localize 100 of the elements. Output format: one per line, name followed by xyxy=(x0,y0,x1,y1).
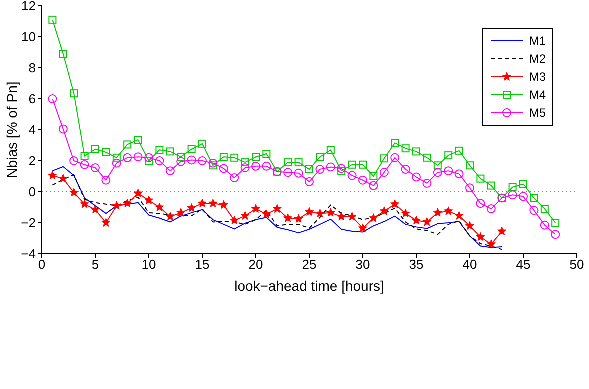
point xyxy=(187,156,196,165)
point xyxy=(112,201,122,210)
point xyxy=(348,160,356,169)
point xyxy=(498,226,507,236)
point xyxy=(540,205,549,214)
point xyxy=(284,158,292,167)
y-tick-label: 8 xyxy=(28,60,36,76)
point xyxy=(423,154,432,162)
point xyxy=(198,156,207,166)
point xyxy=(134,152,143,162)
point xyxy=(262,210,272,218)
point xyxy=(219,164,228,174)
point xyxy=(241,158,250,167)
point xyxy=(166,212,175,221)
point xyxy=(198,198,208,208)
point xyxy=(230,154,239,162)
y-tick-label: −2 xyxy=(21,216,36,231)
point xyxy=(230,174,240,183)
point xyxy=(422,217,432,226)
point xyxy=(476,232,486,242)
legend-label: M5 xyxy=(529,106,546,120)
y-tick-label: 4 xyxy=(28,122,36,138)
y-axis-title: Nbias [% of Pn] xyxy=(4,82,20,178)
x-tick-label: 30 xyxy=(356,257,370,272)
y-tick-label: 0 xyxy=(28,184,36,200)
x-tick-label: 35 xyxy=(409,257,424,272)
y-tick-label: 10 xyxy=(22,30,36,45)
point xyxy=(326,208,336,217)
point xyxy=(444,152,453,160)
point xyxy=(156,146,164,154)
point xyxy=(70,188,79,197)
point xyxy=(369,214,378,222)
point xyxy=(70,156,79,166)
point xyxy=(487,182,496,190)
point xyxy=(466,184,474,193)
point xyxy=(304,207,314,216)
point xyxy=(540,220,550,230)
point xyxy=(401,208,410,218)
point xyxy=(198,140,206,148)
point xyxy=(434,162,442,170)
point xyxy=(284,168,293,178)
point xyxy=(145,157,153,165)
legend-label: M3 xyxy=(529,70,546,84)
x-tick-label: 25 xyxy=(302,257,317,272)
point xyxy=(80,152,89,160)
point xyxy=(476,199,486,208)
point xyxy=(252,153,260,162)
point xyxy=(166,148,174,156)
point xyxy=(455,146,464,155)
point xyxy=(92,145,100,154)
point xyxy=(326,162,336,172)
point xyxy=(155,202,164,212)
point xyxy=(166,166,175,176)
point xyxy=(305,177,314,186)
point xyxy=(102,218,111,227)
point xyxy=(208,158,218,168)
point xyxy=(369,181,378,190)
point xyxy=(219,200,228,210)
point xyxy=(380,154,388,163)
point xyxy=(390,153,400,162)
x-tick-label: 20 xyxy=(248,257,264,272)
point xyxy=(391,139,400,148)
point xyxy=(123,198,132,208)
point xyxy=(338,167,346,176)
point xyxy=(486,240,496,248)
point xyxy=(262,150,271,158)
point xyxy=(220,153,228,162)
point xyxy=(476,174,485,183)
point xyxy=(520,180,528,188)
point xyxy=(433,208,442,217)
point xyxy=(551,230,560,240)
point xyxy=(316,165,325,174)
x-tick-label: 40 xyxy=(462,257,478,272)
point xyxy=(465,221,475,230)
point xyxy=(348,171,357,180)
point xyxy=(444,166,454,176)
point xyxy=(358,176,368,185)
point xyxy=(316,208,325,218)
point xyxy=(284,214,293,222)
point xyxy=(209,162,218,170)
point xyxy=(402,144,410,153)
point xyxy=(144,153,154,162)
point xyxy=(466,162,474,170)
point xyxy=(176,157,186,166)
point xyxy=(252,162,260,171)
point xyxy=(90,205,100,214)
point xyxy=(80,200,90,208)
point xyxy=(48,170,58,180)
point xyxy=(230,216,240,225)
point xyxy=(59,50,68,58)
point xyxy=(370,172,378,180)
legend-label: M2 xyxy=(529,52,546,66)
point xyxy=(112,154,121,162)
point xyxy=(48,94,58,104)
point xyxy=(530,194,538,202)
point xyxy=(102,148,110,156)
y-tick-label: 2 xyxy=(28,154,36,169)
point xyxy=(294,158,303,167)
point xyxy=(390,200,400,208)
point xyxy=(401,165,410,174)
